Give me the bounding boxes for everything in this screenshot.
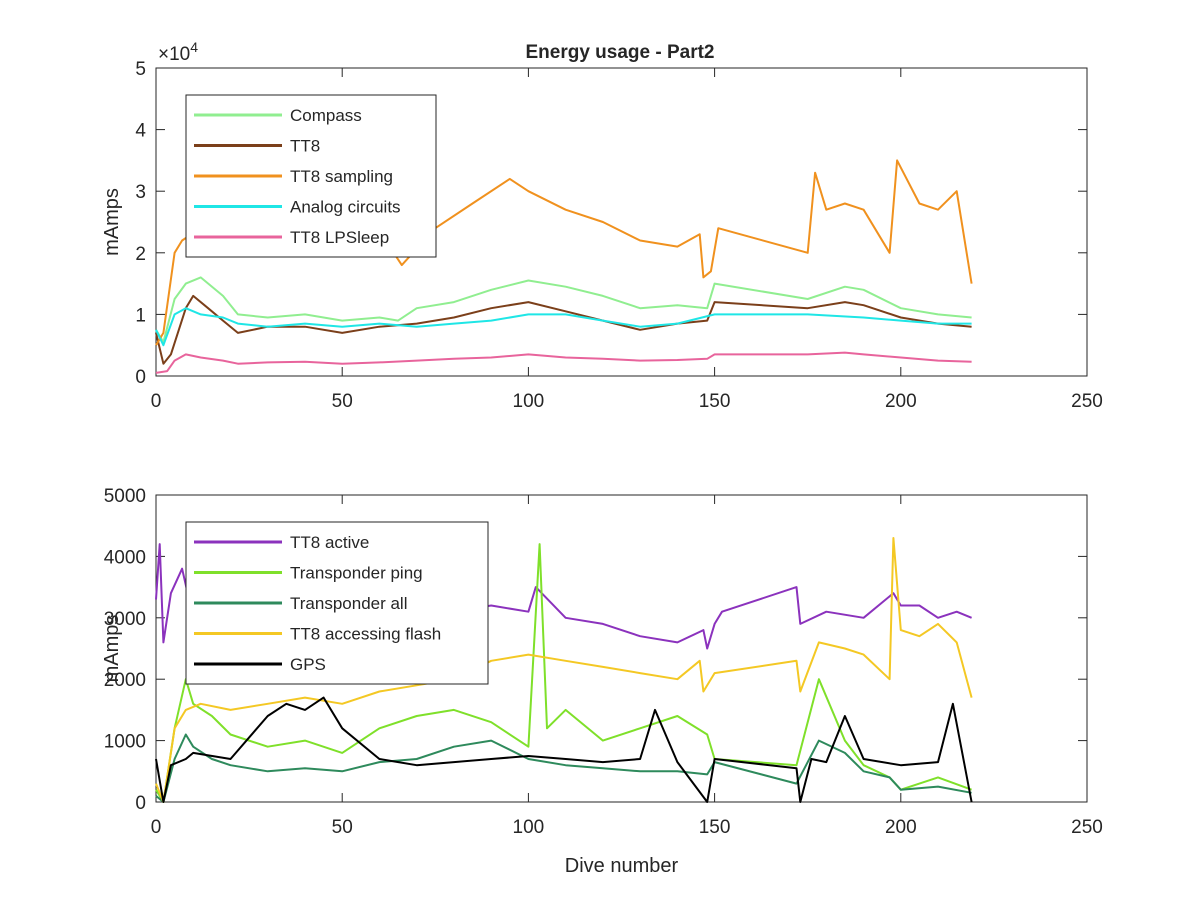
- series-line-4: [155, 351, 972, 374]
- x-axis-label: Dive number: [565, 855, 679, 877]
- x-tick-label: 200: [885, 391, 917, 412]
- y-exponent-label: ×104: [158, 39, 198, 65]
- bottom-subplot: 0 50 100 150 200 250 0 1000 2000 3000 4000 5000 mAmp…: [101, 486, 1103, 877]
- x-tick-label: 150: [699, 817, 731, 838]
- x-tick-label: 150: [699, 391, 731, 412]
- y-axis-label: mAmps: [101, 615, 123, 683]
- chart-title: Energy usage - Part2: [525, 42, 714, 63]
- x-tick-label: 100: [513, 817, 545, 838]
- x-tick-label: 50: [332, 817, 353, 838]
- y-tick-label: 2: [135, 244, 146, 265]
- legend-label-1: Transponder ping: [290, 564, 423, 583]
- y-tick-label: 5000: [104, 486, 146, 507]
- x-tick-label: 200: [885, 817, 917, 838]
- x-tick-label: 250: [1071, 817, 1103, 838]
- series-line-3: [155, 537, 973, 803]
- x-tick-label: 50: [332, 391, 353, 412]
- legend-label-3: TT8 accessing flash: [290, 625, 441, 644]
- y-tick-label: 0: [135, 367, 146, 388]
- legend-label-3: Analog circuits: [290, 198, 401, 217]
- legend-label-2: Transponder all: [290, 594, 408, 613]
- series-line-3: [155, 307, 972, 347]
- legend-label-4: TT8 LPSleep: [290, 228, 389, 247]
- y-axis-label: mAmps: [101, 188, 123, 256]
- series-line-1: [155, 543, 972, 803]
- legend-label-1: TT8: [290, 137, 320, 156]
- x-tick-label: 0: [151, 817, 162, 838]
- x-tick-label: 100: [513, 391, 545, 412]
- y-tick-label: 4: [135, 121, 146, 142]
- series-line-4: [155, 696, 973, 803]
- top-subplot: 0 50 100 150 200 250012345×104mAmpsCompassTT8…: [101, 39, 1103, 412]
- y-tick-label: 5: [135, 59, 146, 80]
- legend-label-0: Compass: [290, 106, 362, 125]
- series-line-0: [155, 276, 972, 344]
- y-tick-label: 0: [135, 793, 146, 814]
- y-tick-label: 2000: [104, 670, 146, 691]
- legend-label-2: TT8 sampling: [290, 167, 393, 186]
- y-exponent-power: 4: [190, 39, 198, 55]
- y-tick-label: 3: [135, 182, 146, 203]
- y-tick-label: 3000: [104, 609, 146, 630]
- y-exponent-base: ×10: [158, 44, 190, 65]
- legend-label-0: TT8 active: [290, 533, 369, 552]
- y-tick-label: 1: [135, 305, 146, 326]
- x-tick-label: 250: [1071, 391, 1103, 412]
- x-tick-label: 0: [151, 391, 162, 412]
- y-tick-label: 4000: [104, 547, 146, 568]
- series-line-1: [155, 294, 972, 365]
- legend-label-4: GPS: [290, 655, 326, 674]
- y-tick-label: 1000: [104, 732, 146, 753]
